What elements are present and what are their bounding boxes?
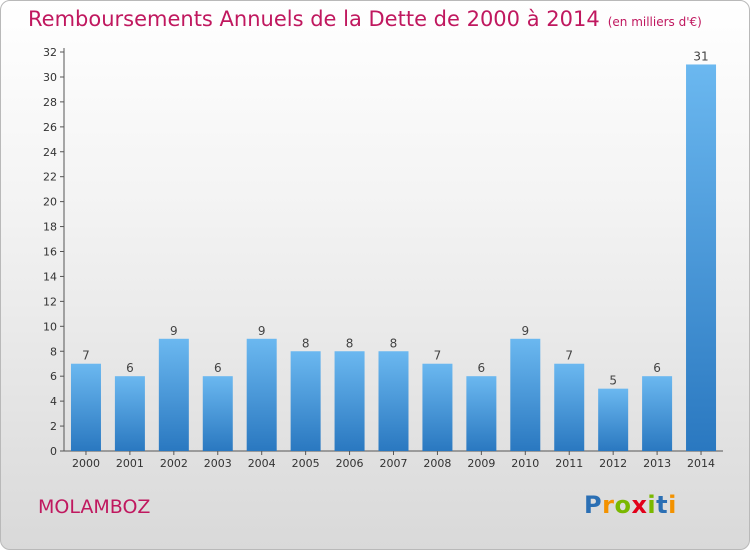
commune-name: MOLAMBOZ: [38, 496, 151, 518]
bar: [158, 338, 189, 451]
bar: [598, 388, 629, 451]
logo-letter: P: [584, 491, 603, 519]
x-tick-label: 2002: [160, 457, 188, 470]
unit-text: (en milliers d'€): [607, 15, 702, 29]
bar: [246, 338, 277, 451]
bar: [334, 351, 365, 451]
value-label: 31: [693, 49, 708, 63]
value-label: 8: [346, 336, 354, 350]
bar: [554, 363, 585, 451]
x-tick-label: 2005: [292, 457, 320, 470]
bar: [202, 376, 233, 451]
logo-letter: i: [668, 491, 677, 519]
x-tick-label: 2006: [336, 457, 364, 470]
x-tick-label: 2000: [72, 457, 100, 470]
value-label: 5: [609, 374, 617, 388]
y-tick-label: 6: [50, 370, 57, 383]
value-label: 8: [302, 336, 310, 350]
bar: [422, 363, 453, 451]
y-tick-label: 30: [43, 71, 57, 84]
x-tick-label: 2008: [423, 457, 451, 470]
value-label: 6: [478, 361, 486, 375]
value-label: 8: [390, 336, 398, 350]
proxiti-logo: Proxiti: [584, 491, 677, 519]
x-tick-label: 2009: [467, 457, 495, 470]
chart-title: Remboursements Annuels de la Dette de 20…: [28, 7, 702, 31]
value-label: 7: [434, 349, 442, 363]
logo-letter: t: [656, 491, 669, 519]
y-tick-label: 24: [43, 146, 57, 159]
x-tick-label: 2001: [116, 457, 144, 470]
y-tick-label: 4: [50, 395, 57, 408]
bar: [510, 338, 541, 451]
x-tick-label: 2011: [555, 457, 583, 470]
bar: [642, 376, 673, 451]
y-tick-label: 10: [43, 320, 57, 333]
y-tick-label: 28: [43, 96, 57, 109]
bar: [114, 376, 145, 451]
title-text: Remboursements Annuels de la Dette de 20…: [28, 7, 600, 31]
value-label: 6: [653, 361, 661, 375]
y-tick-label: 8: [50, 345, 57, 358]
value-label: 9: [258, 324, 266, 338]
bar: [466, 376, 497, 451]
value-label: 9: [521, 324, 529, 338]
bar: [686, 64, 717, 451]
y-tick-label: 32: [43, 46, 57, 59]
logo-letter: x: [631, 491, 648, 519]
logo-letter: i: [647, 491, 657, 519]
y-tick-label: 0: [50, 445, 57, 458]
logo-letter: o: [614, 491, 632, 519]
y-tick-label: 14: [43, 270, 57, 283]
x-tick-label: 2007: [380, 457, 408, 470]
x-tick-label: 2014: [687, 457, 715, 470]
y-tick-label: 20: [43, 196, 57, 209]
logo-letter: r: [602, 491, 615, 519]
y-tick-label: 18: [43, 221, 57, 234]
value-label: 6: [214, 361, 222, 375]
bar: [378, 351, 409, 451]
x-tick-label: 2004: [248, 457, 276, 470]
y-tick-label: 22: [43, 171, 57, 184]
x-tick-label: 2010: [511, 457, 539, 470]
bar: [70, 363, 101, 451]
value-label: 7: [565, 349, 573, 363]
value-label: 9: [170, 324, 178, 338]
value-label: 7: [82, 349, 90, 363]
y-tick-label: 26: [43, 121, 57, 134]
y-tick-label: 2: [50, 420, 57, 433]
x-tick-label: 2013: [643, 457, 671, 470]
x-tick-label: 2003: [204, 457, 232, 470]
value-label: 6: [126, 361, 134, 375]
x-tick-label: 2012: [599, 457, 627, 470]
y-tick-label: 16: [43, 246, 57, 259]
bar: [290, 351, 321, 451]
y-tick-label: 12: [43, 295, 57, 308]
